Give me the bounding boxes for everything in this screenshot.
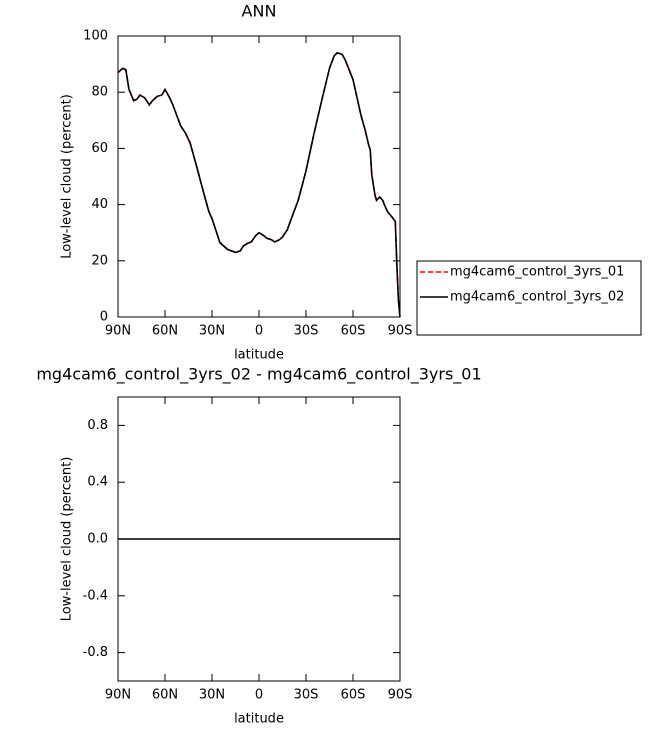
- legend-label: mg4cam6_control_3yrs_01: [450, 265, 624, 280]
- series-line: [117, 51, 401, 318]
- y-tick-label: 0.4: [87, 475, 108, 490]
- chart-title: mg4cam6_control_3yrs_02 - mg4cam6_contro…: [36, 365, 481, 385]
- x-tick-label: 60S: [341, 688, 366, 703]
- chart-title: ANN: [242, 2, 277, 21]
- y-tick-label: -0.4: [83, 588, 108, 603]
- y-tick-label: 0: [100, 310, 108, 325]
- x-tick-label: 60N: [152, 324, 178, 339]
- x-tick-label: 0: [255, 688, 263, 703]
- x-tick-label: 60N: [152, 688, 178, 703]
- x-tick-label: 30S: [294, 324, 319, 339]
- plot-frame: [117, 396, 401, 682]
- x-tick-label: 90S: [388, 324, 413, 339]
- x-tick-label: 60S: [341, 324, 366, 339]
- legend-box: [416, 260, 642, 336]
- y-tick-label: 0.8: [87, 418, 108, 433]
- x-tick-label: 30S: [294, 688, 319, 703]
- x-axis-label: latitude: [234, 712, 284, 727]
- x-tick-label: 90N: [105, 688, 131, 703]
- y-tick-label: -0.8: [83, 645, 108, 660]
- y-tick-label: 80: [91, 85, 108, 100]
- y-axis-label: Low-level cloud (percent): [60, 94, 75, 259]
- x-tick-label: 90S: [388, 688, 413, 703]
- legend-label: mg4cam6_control_3yrs_02: [450, 290, 624, 305]
- y-tick-label: 20: [91, 253, 108, 268]
- y-tick-label: 0.0: [87, 532, 108, 547]
- x-tick-label: 30N: [199, 688, 225, 703]
- x-tick-label: 90N: [105, 324, 131, 339]
- plot-frame: [117, 35, 401, 318]
- x-axis-label: latitude: [234, 348, 284, 363]
- x-tick-label: 30N: [199, 324, 225, 339]
- y-tick-label: 40: [91, 197, 108, 212]
- y-axis-label: Low-level cloud (percent): [60, 457, 75, 622]
- y-tick-label: 60: [91, 141, 108, 156]
- series-line: [117, 51, 401, 318]
- x-tick-label: 0: [255, 324, 263, 339]
- y-tick-label: 100: [83, 29, 108, 44]
